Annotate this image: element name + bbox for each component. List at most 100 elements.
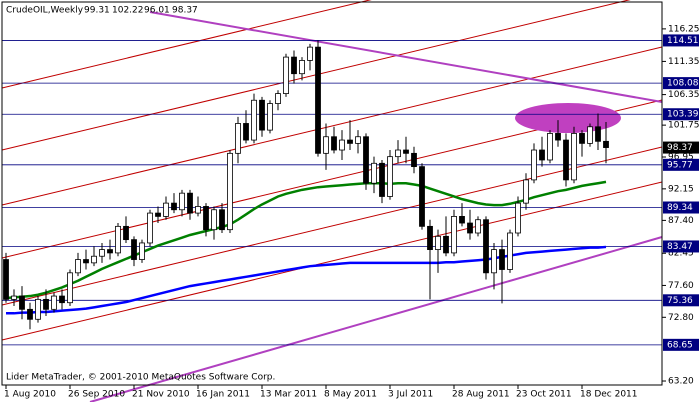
candle-body [539,149,545,161]
candle-body [83,259,89,264]
x-tick-label: 8 May 2011 [324,390,377,400]
candle-body [475,219,481,234]
x-tick-label: 13 Mar 2011 [260,390,317,400]
ohlc-close: 98.37 [172,6,198,16]
level-box [663,108,699,121]
candle-body [531,149,537,181]
level-box [663,338,699,351]
channel-line [1,0,631,151]
y-tick-label: 63.20 [668,377,694,387]
moving-average [6,245,607,315]
candle-body [387,156,393,197]
x-tick-label: 28 Aug 2011 [452,390,510,400]
ohlc-high: 102.22 [112,6,144,16]
price-box [663,141,699,154]
candle-body [179,192,185,211]
x-tick-label: 26 Sep 2010 [68,390,125,400]
level-box [663,294,699,307]
y-tick-label: 116.25 [668,24,700,34]
candle-body [491,249,497,274]
candle-body [443,235,449,254]
candle-body [403,149,409,154]
candle-body [379,162,385,197]
candle-body [3,259,9,300]
candle-body [339,139,345,151]
channel-line [1,0,372,89]
candle-body [523,179,529,204]
y-tick-label: 101.75 [668,121,700,131]
candle-body [123,225,129,241]
candle-body [363,136,369,184]
y-tick-label: 82.45 [668,249,694,259]
x-tick-label: 16 Jan 2011 [196,390,250,400]
candle-body [67,272,73,304]
candle-body [27,308,33,320]
candle-body [35,298,41,320]
candle-body [499,249,505,270]
y-tick-label: 111.35 [668,57,700,67]
level-label: 83.47 [667,242,693,252]
candle-body [267,103,273,131]
y-tick-label: 92.15 [668,184,694,194]
price-label: 98.37 [667,143,693,153]
candle-body [579,133,585,144]
candle-body [435,235,441,250]
candle-body [139,242,145,260]
x-tick-label: 18 Dec 2011 [580,390,638,400]
ohlc-low: 96.01 [144,6,170,16]
level-label: 68.65 [667,340,693,350]
plot-area [2,40,662,346]
candle-body [99,249,105,257]
level-box [663,77,699,90]
candle-body [147,212,153,244]
candle-body [51,295,57,310]
candle-body [59,295,65,304]
candle-body [307,46,313,61]
candle-body [395,149,401,158]
x-tick-label: 1 Aug 2010 [4,390,56,400]
candle-body [275,93,281,104]
candle-body [251,99,257,141]
candle-body [43,298,49,310]
candle-body [211,209,217,231]
plot-border [1,1,663,386]
candle-body [355,136,361,144]
moving-average [5,180,607,300]
candle-body [291,56,297,75]
candle-body [155,212,161,217]
trend-line [149,11,663,103]
candle-body [451,216,457,254]
footer: Lider MetaTrader, © 2001-2010 MetaQuotes… [6,373,275,383]
drawings [1,0,663,402]
candle-body [515,202,521,234]
channel-line [1,146,663,306]
candle-body [371,162,377,184]
candle-body [91,255,97,264]
ohlc-open: 99.31 [84,6,110,16]
y-tick-label: 77.60 [668,281,694,291]
candle-body [411,152,417,168]
level-box [663,158,699,171]
trend-line [89,236,663,402]
candle-body [347,139,353,144]
candle-body [323,136,329,154]
candle-body [75,259,81,274]
candle-body [507,232,513,270]
candle-body [547,133,553,161]
candle-body [107,249,113,254]
candle-body [467,222,473,234]
y-tick-label: 106.35 [668,90,700,100]
x-tick-label: 3 Jul 2011 [388,390,433,400]
y-tick-label: 72.80 [668,313,694,323]
level-box [663,201,699,214]
candle-body [603,140,609,148]
x-tick-label: 23 Oct 2011 [516,390,572,400]
candle-body [131,239,137,260]
candle-body [203,206,209,231]
candle-body [243,123,249,141]
candle-body [11,295,17,300]
level-label: 75.36 [667,296,693,306]
channel-line [1,181,663,341]
